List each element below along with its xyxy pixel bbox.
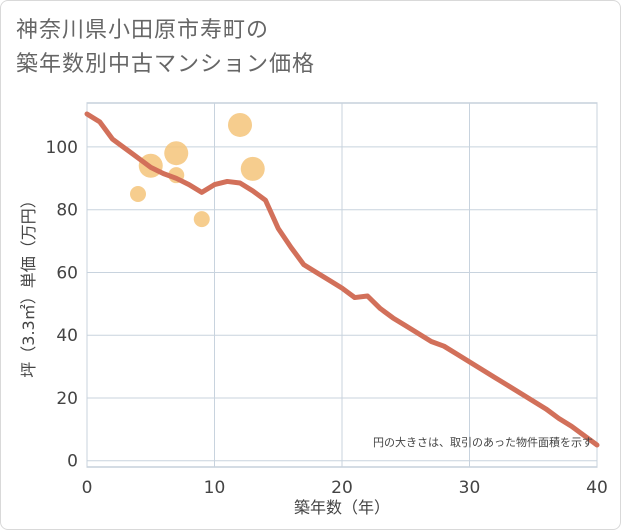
grid-lines xyxy=(86,103,598,467)
y-tick-label: 20 xyxy=(56,389,78,409)
price-trend-line xyxy=(84,111,600,448)
y-axis-ticks: 0 20 40 60 80 100 xyxy=(46,138,78,472)
data-bubble xyxy=(228,112,252,137)
y-tick-label: 40 xyxy=(56,326,78,346)
data-bubble xyxy=(164,141,189,166)
data-bubble xyxy=(193,211,210,228)
x-tick-label: 0 xyxy=(82,478,93,498)
y-tick-label: 60 xyxy=(56,263,78,283)
chart-title-line1: 神奈川県小田原市寿町の xyxy=(16,18,270,43)
chart-title: 神奈川県小田原市寿町の 築年数別中古マンション価格 xyxy=(16,14,315,82)
x-axis-label: 築年数（年） xyxy=(294,498,390,517)
x-axis-ticks: 0 10 20 30 40 xyxy=(82,478,608,498)
data-bubble xyxy=(240,156,265,181)
size-annotation: 円の大きさは、取引のあった物件面積を示す xyxy=(373,435,593,449)
y-tick-label: 80 xyxy=(56,201,78,221)
chart-title-line2: 築年数別中古マンション価格 xyxy=(16,52,316,77)
data-bubble xyxy=(130,186,146,202)
x-tick-label: 20 xyxy=(331,478,353,498)
y-tick-label: 0 xyxy=(67,452,78,472)
x-tick-label: 40 xyxy=(586,478,608,498)
x-tick-label: 10 xyxy=(204,478,226,498)
y-tick-label: 100 xyxy=(46,138,78,158)
y-axis-label: 坪（3.3㎡）単価（万円） xyxy=(19,192,38,377)
x-tick-label: 30 xyxy=(459,478,481,498)
